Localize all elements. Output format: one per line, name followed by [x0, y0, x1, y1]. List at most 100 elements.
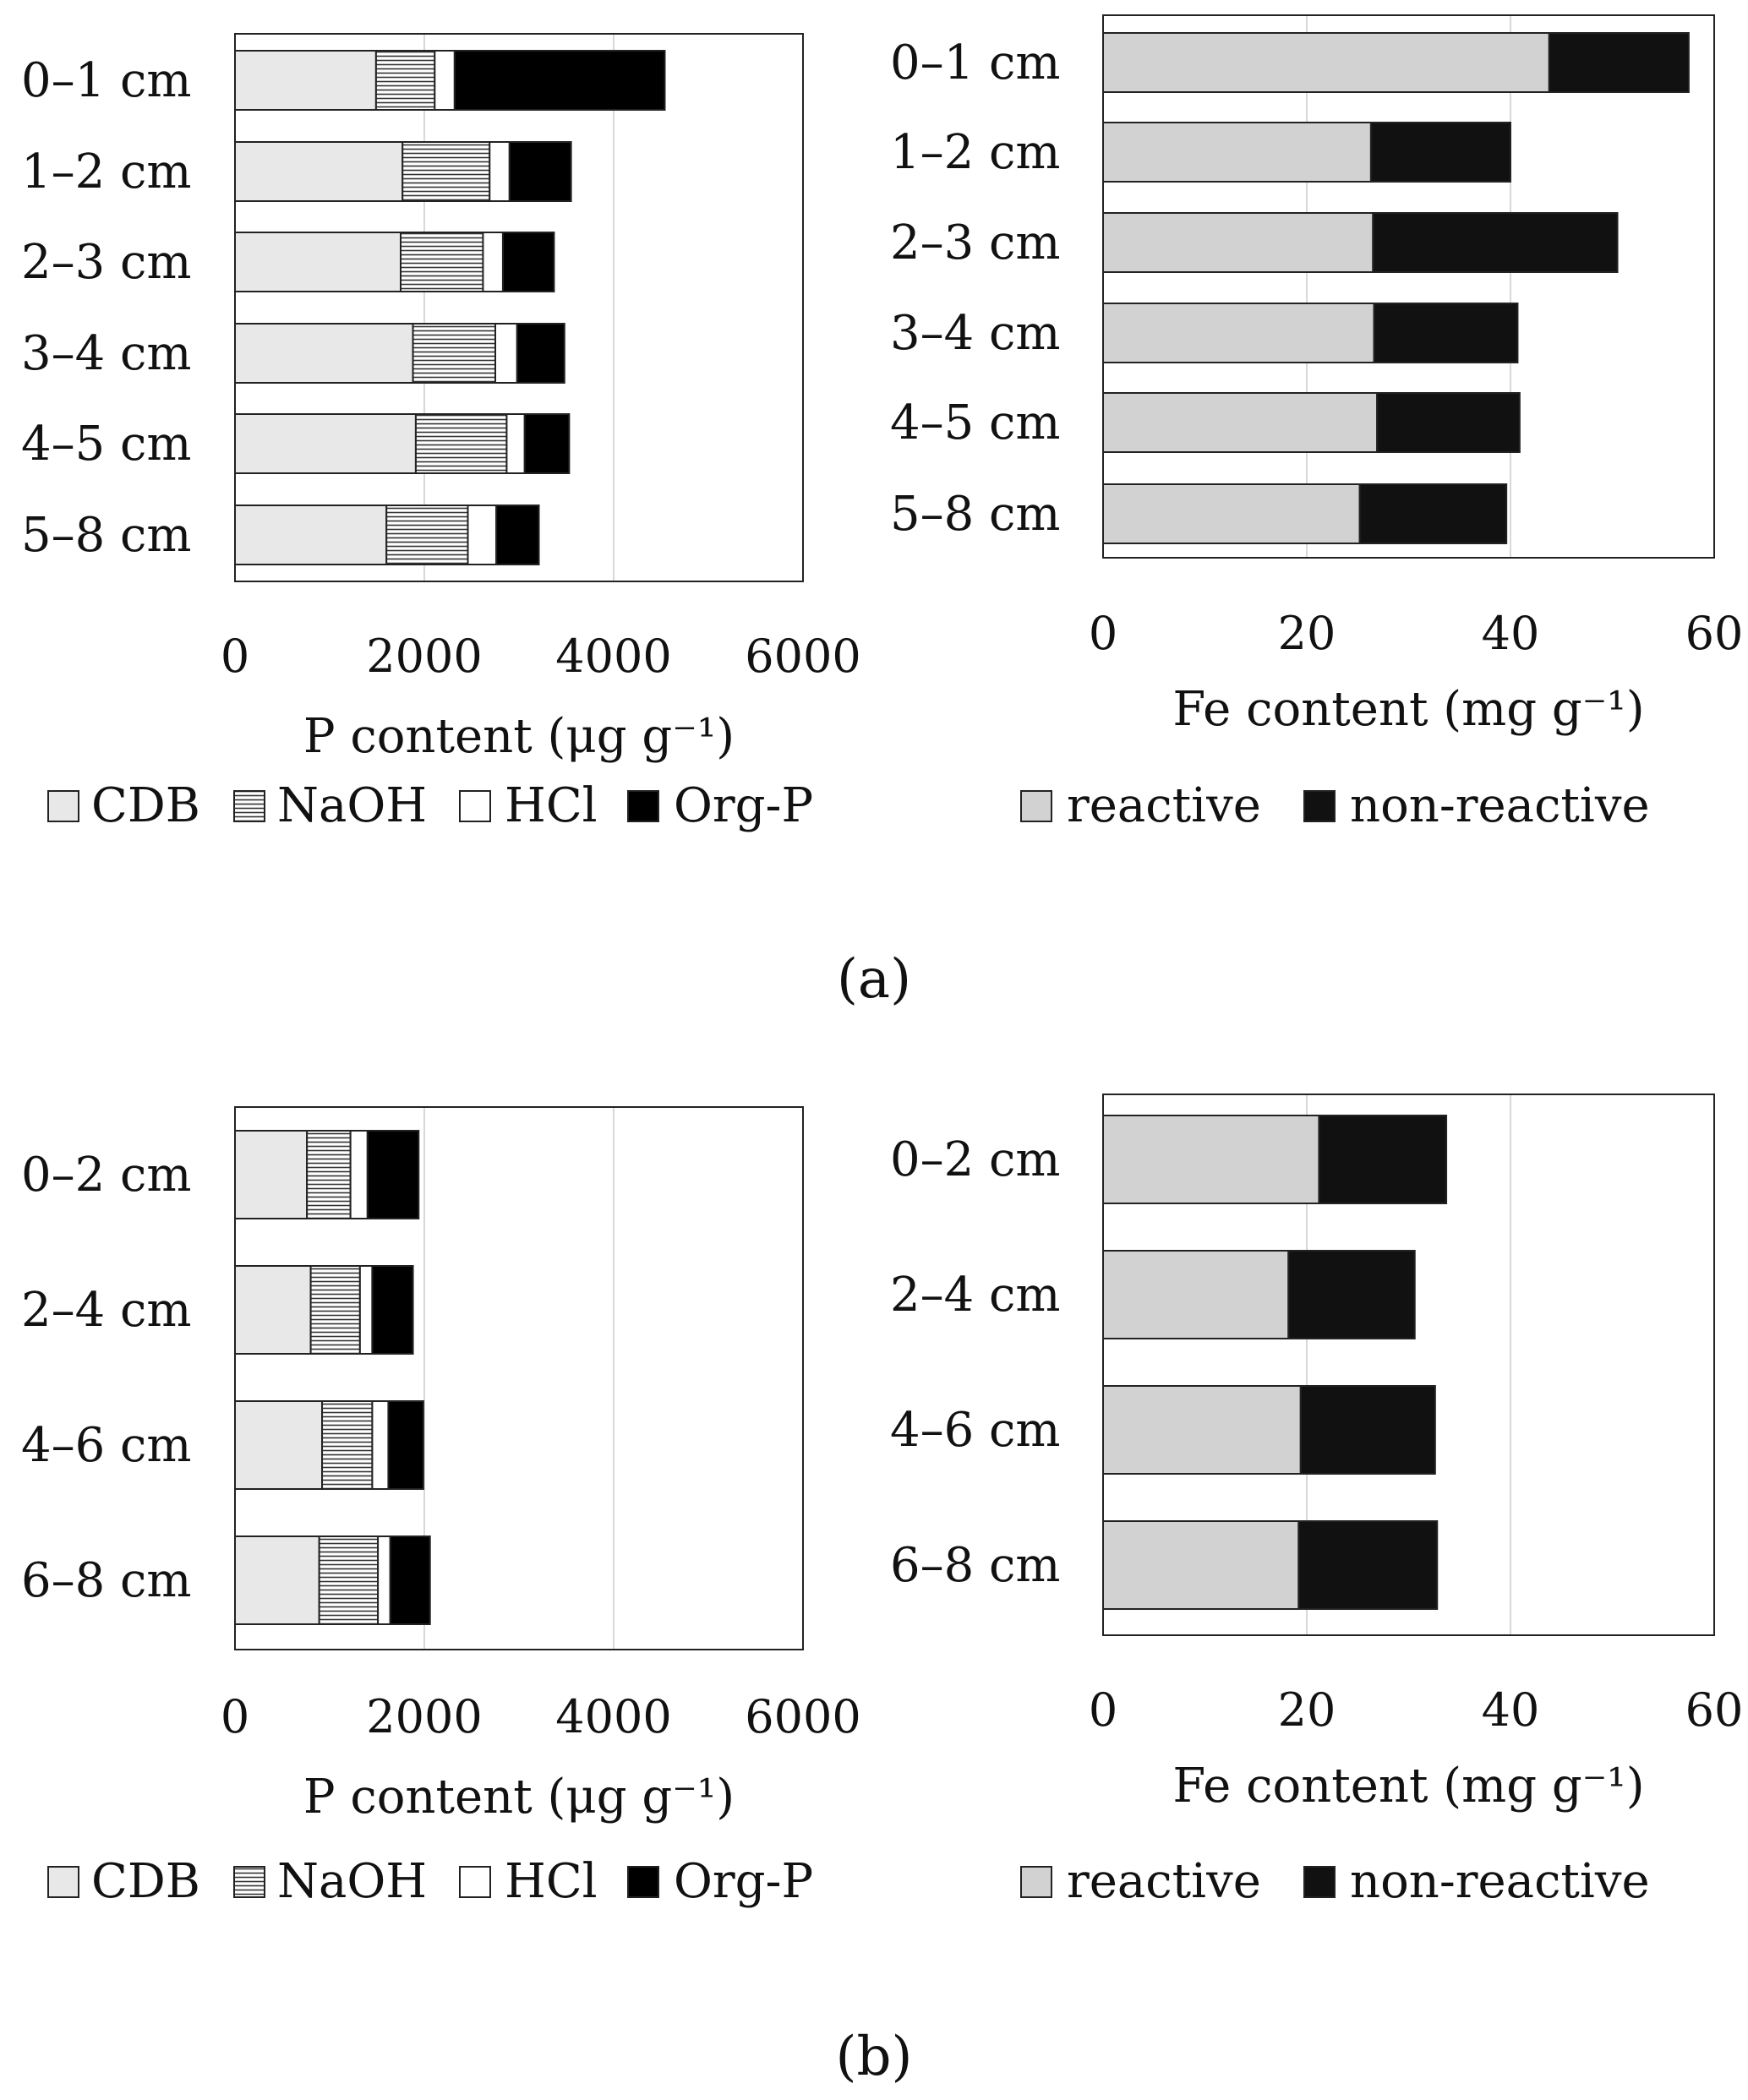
- legend-swatch-non-reactive: [1303, 1866, 1336, 1898]
- bar-naoh-6-8-cm: [318, 1535, 380, 1625]
- x-tick-label: 40: [1482, 1683, 1540, 1737]
- bar-org-p-6-8-cm: [389, 1535, 431, 1625]
- bar-reactive-1-2-cm: [1102, 122, 1372, 183]
- legend-label-org-p: Org-P: [674, 1854, 813, 1909]
- x-axis-label: Fe content (mg g⁻¹): [1172, 682, 1644, 737]
- bar-naoh-2-3-cm: [400, 232, 484, 292]
- legend-swatch-non-reactive: [1303, 790, 1336, 822]
- category-label: 5–8 cm: [21, 508, 192, 563]
- bar-reactive-5-8-cm: [1102, 483, 1361, 544]
- x-axis-label: Fe content (mg g⁻¹): [1172, 1759, 1644, 1814]
- panel-label-b: (b): [836, 2026, 913, 2088]
- bar-hcl-5-8-cm: [467, 505, 498, 565]
- legend-swatch-org-p: [627, 790, 659, 822]
- x-tick-label: 6000: [745, 1690, 860, 1743]
- category-label: 0–2 cm: [890, 1132, 1061, 1187]
- bar-reactive-0-1-cm: [1102, 32, 1550, 93]
- bar-cdb-4-6-cm: [234, 1400, 324, 1490]
- bar-reactive-2-4-cm: [1102, 1250, 1290, 1339]
- bar-cdb-5-8-cm: [234, 505, 388, 565]
- legend-label-non-reactive: non-reactive: [1350, 1854, 1650, 1909]
- bar-naoh-1-2-cm: [401, 141, 491, 202]
- bar-cdb-6-8-cm: [234, 1535, 320, 1625]
- legend: CDB NaOH HCl Org-P: [47, 778, 813, 833]
- legend-swatch-naoh: [233, 1866, 265, 1898]
- category-label: 1–2 cm: [890, 125, 1061, 180]
- legend-swatch-org-p: [627, 1866, 659, 1898]
- bar-org-p-1-2-cm: [508, 141, 572, 202]
- bar-non-reactive-0-1-cm: [1548, 32, 1690, 93]
- legend-swatch-reactive: [1020, 790, 1052, 822]
- category-label: 1–2 cm: [21, 145, 192, 199]
- category-label: 2–4 cm: [21, 1283, 192, 1338]
- x-tick-label: 60: [1685, 607, 1744, 660]
- bar-org-p-3-4-cm: [516, 323, 565, 384]
- bar-non-reactive-4-6-cm: [1299, 1385, 1436, 1475]
- category-label: 6–8 cm: [21, 1553, 192, 1608]
- bar-non-reactive-0-2-cm: [1318, 1115, 1448, 1204]
- legend-swatch-naoh: [233, 790, 265, 822]
- x-tick-label: 2000: [366, 1690, 482, 1743]
- x-tick-label: 0: [1089, 1683, 1117, 1737]
- x-axis-label: P content (μg g⁻¹): [303, 709, 735, 764]
- bar-non-reactive-6-8-cm: [1297, 1520, 1439, 1610]
- bar-naoh-3-4-cm: [412, 323, 496, 384]
- legend-swatch-hcl: [459, 790, 491, 822]
- bar-non-reactive-3-4-cm: [1373, 303, 1519, 363]
- bar-org-p-0-2-cm: [366, 1130, 420, 1219]
- bar-org-p-4-5-cm: [523, 413, 571, 474]
- bar-reactive-4-6-cm: [1102, 1385, 1302, 1475]
- legend-label-hcl: HCl: [505, 1854, 598, 1909]
- bar-hcl-0-1-cm: [434, 50, 456, 111]
- category-label: 2–3 cm: [890, 215, 1061, 270]
- x-tick-label: 0: [221, 1690, 249, 1743]
- x-tick-label: 0: [1089, 607, 1117, 660]
- category-label: 4–5 cm: [21, 417, 192, 472]
- bar-hcl-6-8-cm: [377, 1535, 391, 1625]
- bar-hcl-1-2-cm: [489, 141, 511, 202]
- category-label: 2–3 cm: [21, 235, 192, 290]
- x-axis-label: P content (μg g⁻¹): [303, 1770, 735, 1825]
- bar-hcl-4-6-cm: [371, 1400, 390, 1490]
- category-label: 4–6 cm: [21, 1418, 192, 1473]
- bar-non-reactive-5-8-cm: [1358, 483, 1508, 544]
- x-tick-label: 0: [221, 630, 249, 683]
- legend: CDB NaOH HCl Org-P: [47, 1854, 813, 1909]
- bar-cdb-0-1-cm: [234, 50, 377, 111]
- bar-naoh-2-4-cm: [309, 1265, 361, 1355]
- bar-cdb-2-4-cm: [234, 1265, 312, 1355]
- bar-reactive-3-4-cm: [1102, 303, 1375, 363]
- x-tick-label: 40: [1482, 607, 1540, 660]
- bar-reactive-4-5-cm: [1102, 392, 1379, 453]
- bar-non-reactive-4-5-cm: [1376, 392, 1521, 453]
- bar-cdb-1-2-cm: [234, 141, 404, 202]
- bar-org-p-2-4-cm: [371, 1265, 414, 1355]
- legend-label-cdb: CDB: [91, 1854, 200, 1909]
- chart-a-iron: 0–1 cm 1–2 cm 2–3 cm 3–4 cm 4–5 cm 5–8 cm 0 20 4…: [890, 14, 1744, 833]
- bar-naoh-0-2-cm: [306, 1130, 352, 1219]
- bar-org-p-5-8-cm: [495, 505, 540, 565]
- legend-swatch-hcl: [459, 1866, 491, 1898]
- bar-naoh-5-8-cm: [385, 505, 469, 565]
- bar-cdb-0-2-cm: [234, 1130, 309, 1219]
- category-label: 4–5 cm: [890, 395, 1061, 450]
- bar-org-p-4-6-cm: [387, 1400, 424, 1490]
- chart-b-iron: 0–2 cm 2–4 cm 4–6 cm 6–8 cm 0 20 40 60 Fe conten…: [890, 1094, 1743, 1909]
- bar-org-p-0-1-cm: [453, 50, 666, 111]
- legend-label-reactive: reactive: [1067, 1854, 1261, 1909]
- bar-cdb-3-4-cm: [234, 323, 414, 384]
- category-label: 2–4 cm: [890, 1268, 1061, 1323]
- category-label: 3–4 cm: [21, 326, 192, 381]
- bar-hcl-4-5-cm: [505, 413, 526, 474]
- category-label: 5–8 cm: [890, 487, 1061, 542]
- x-tick-label: 4000: [555, 630, 671, 683]
- bar-non-reactive-2-4-cm: [1287, 1250, 1416, 1339]
- plot-area: [1102, 14, 1715, 559]
- bar-cdb-4-5-cm: [234, 413, 417, 474]
- category-label: 0–2 cm: [21, 1148, 192, 1203]
- bar-hcl-0-2-cm: [349, 1130, 369, 1219]
- bar-hcl-2-4-cm: [358, 1265, 374, 1355]
- bar-non-reactive-1-2-cm: [1369, 122, 1512, 183]
- category-label: 4–6 cm: [890, 1403, 1061, 1458]
